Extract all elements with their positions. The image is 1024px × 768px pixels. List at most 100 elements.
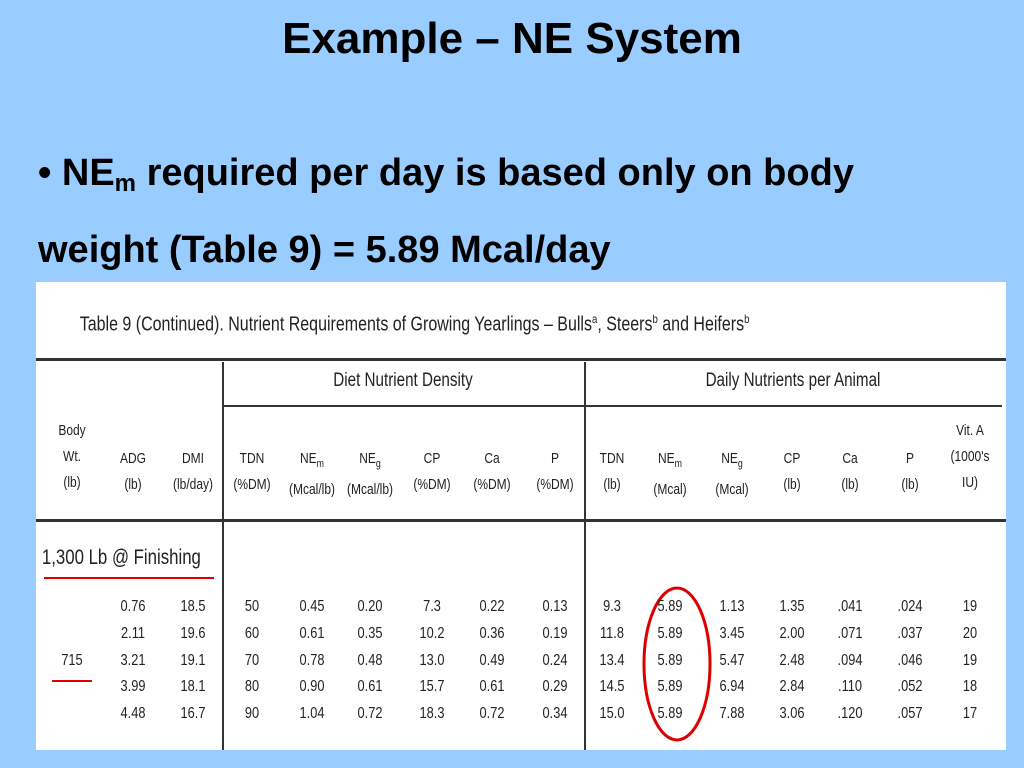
cell: 11.8: [600, 625, 624, 642]
cell: 3.21: [120, 652, 146, 669]
cell: 3.45: [719, 625, 745, 642]
cell: 15.0: [599, 705, 625, 722]
cell: 0.49: [479, 652, 505, 669]
caption-sup: a: [591, 312, 598, 326]
slide-title: Example – NE System: [282, 14, 742, 63]
column-unit: (lb): [124, 476, 142, 493]
group-header: Diet Nutrient Density: [333, 370, 473, 391]
column-sub: m: [316, 458, 324, 470]
column-header: NEm (Mcal/lb): [282, 446, 343, 503]
cell: 80: [244, 678, 260, 695]
column-label: Vit. A: [956, 422, 984, 439]
cell: 20: [962, 625, 978, 642]
cell: 0.76: [120, 598, 146, 615]
cell: 18.3: [419, 705, 445, 722]
cell: 2.00: [779, 625, 805, 642]
column-unit: (lb): [603, 476, 621, 493]
cell: 0.36: [479, 625, 505, 642]
column-header: ADG (lb): [109, 446, 157, 498]
cell: 7.88: [719, 705, 745, 722]
highlight: [642, 586, 712, 742]
highlight-ellipse: [642, 586, 712, 742]
caption-sup: b: [652, 312, 658, 326]
column-header: NEg (Mcal/lb): [340, 446, 401, 503]
cell: 16.7: [180, 705, 206, 722]
column-unit: (%DM): [233, 476, 271, 493]
column-header: CP (%DM): [408, 446, 456, 498]
column-label: CP: [783, 450, 801, 467]
caption-text: Table 9 (Continued). Nutrient Requiremen…: [79, 313, 592, 336]
column-unit: (lb/day): [172, 476, 214, 493]
cell: 1.04: [299, 705, 325, 722]
column-sub: m: [674, 458, 682, 470]
cell: 2.84: [779, 678, 805, 695]
column-sub: g: [737, 458, 743, 470]
column-unit: (lb): [783, 476, 801, 493]
cell: 19: [962, 598, 978, 615]
cell: 3.06: [779, 705, 805, 722]
column-header: NEg (Mcal): [708, 446, 756, 503]
cell: 15.7: [419, 678, 445, 695]
column-unit: (%DM): [473, 476, 511, 493]
cell: .120: [837, 705, 863, 722]
cell: 17: [962, 705, 978, 722]
cell: 70: [244, 652, 260, 669]
cell: .110: [838, 678, 862, 695]
column-label: P: [905, 450, 914, 467]
column-label: NE: [721, 450, 738, 467]
column-header: NEm (Mcal): [646, 446, 694, 503]
rule: [36, 519, 1006, 522]
column-unit: (lb): [63, 474, 81, 491]
cell: 18: [962, 678, 978, 695]
column-header: DMI (lb/day): [163, 446, 224, 498]
cell: 6.94: [719, 678, 745, 695]
column-unit: (1000's IU): [950, 448, 990, 491]
cell: 19.1: [180, 652, 206, 669]
cell: 1.35: [779, 598, 805, 615]
cell: 0.20: [357, 598, 383, 615]
bullet-name: NE: [61, 152, 115, 194]
cell: 18.5: [180, 598, 206, 615]
cell: 0.45: [299, 598, 325, 615]
cell: 2.48: [779, 652, 805, 669]
cell: .094: [837, 652, 863, 669]
rule: [222, 405, 1002, 407]
column-header: P (lb): [886, 446, 934, 498]
column-unit: (%DM): [536, 476, 574, 493]
cell: .052: [897, 678, 923, 695]
cell: 0.29: [542, 678, 568, 695]
column-header: Ca (%DM): [468, 446, 516, 498]
column-header: Vit. A (1000's IU): [944, 418, 995, 496]
column-sub: g: [375, 458, 381, 470]
cell: 0.90: [299, 678, 325, 695]
column-header: Body Wt. (lb): [48, 418, 96, 496]
column-label: Body Wt.: [58, 422, 86, 465]
cell: 5.89: [657, 625, 683, 642]
bullet: NEm required per day is based only on bo…: [38, 140, 938, 283]
underline: [52, 680, 92, 682]
cell: 0.61: [357, 678, 383, 695]
column-header: TDN (lb): [588, 446, 636, 498]
cell: .046: [897, 652, 923, 669]
column-unit: (Mcal): [715, 481, 749, 498]
rule: [584, 362, 586, 750]
cell: 0.13: [542, 598, 568, 615]
cell: .057: [897, 705, 923, 722]
caption-sup: b: [744, 312, 750, 326]
cell: 5.47: [719, 652, 745, 669]
cell: 5.89: [657, 705, 683, 722]
column-header: P (%DM): [531, 446, 579, 498]
cell: 50: [244, 598, 260, 615]
bullet-text: required per day is based only on body w…: [38, 152, 854, 271]
cell: 1.13: [719, 598, 745, 615]
cell: 19.6: [180, 625, 206, 642]
caption-text: , Steers: [597, 313, 653, 336]
table-caption: Table 9 (Continued). Nutrient Requiremen…: [80, 312, 750, 337]
column-unit: (%DM): [413, 476, 451, 493]
cell: 10.2: [419, 625, 445, 642]
cell: .041: [837, 598, 863, 615]
cell: 0.34: [542, 705, 568, 722]
column-header: TDN (%DM): [228, 446, 276, 498]
column-header: CP (lb): [768, 446, 816, 498]
